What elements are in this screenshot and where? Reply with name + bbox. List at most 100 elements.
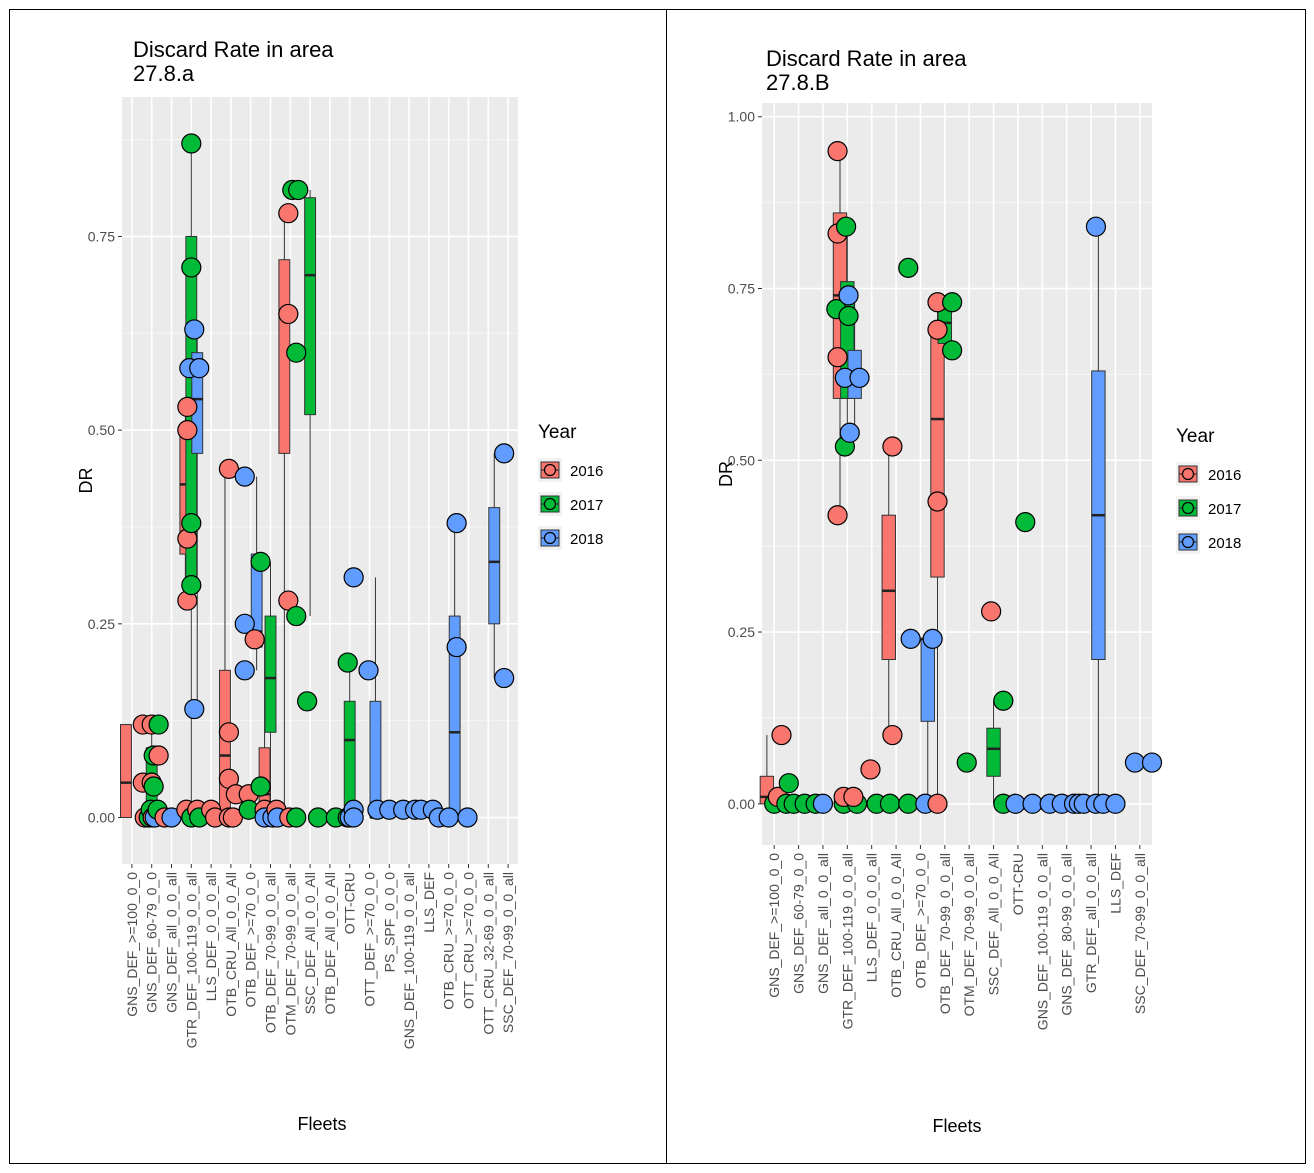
panel-1-xtick-label: OTM_DEF_70-99_0_0_all [282, 872, 298, 1035]
panel-1-data-point [343, 567, 364, 588]
panel-2-xtick-label: GNS_DEF_>=100_0_0 [766, 853, 782, 998]
panel-1-data-point [250, 551, 271, 572]
panel-2-xaxis-label: Fleets [932, 1116, 981, 1136]
panel-1-data-point [181, 513, 202, 534]
panel-1-ytick-label: 0.00 [88, 810, 115, 826]
panel-1-xtick-label: OTB_DEF_All_0_0_All [322, 872, 338, 1014]
panel-1-xtick-label: OTT-CRU [342, 872, 358, 934]
panel-1-xtick-label: OTB_CRU_>=70_0_0 [441, 872, 457, 1010]
panel-1-xtick-label: OTB_DEF_70-99_0_0_all [263, 872, 279, 1033]
panel-2-ytick-label: 0.50 [728, 452, 755, 468]
panel-1-title-line1: Discard Rate in area [133, 37, 334, 62]
panel-2-yaxis-label: DR [716, 461, 736, 487]
panel-2-data-point [860, 759, 881, 780]
panel-1-data-point [494, 443, 515, 464]
panel-1-legend-label: 2017 [570, 497, 603, 514]
panel-2-data-point [838, 285, 859, 306]
panel-1-data-point [343, 807, 364, 828]
panel-2-legend-label: 2017 [1208, 501, 1241, 518]
panel-1-xtick-label: PS_SPF_0_0_0 [381, 872, 397, 973]
panel-2-xtick-label: OTM_DEF_70-99_0_0_all [961, 853, 977, 1016]
panel-1-data-point [148, 745, 169, 766]
panel-1-box [120, 724, 132, 819]
panel-2-data-point [838, 305, 859, 327]
panel-2-data-point [1105, 793, 1126, 814]
panel-2-data-point [922, 628, 943, 649]
panel-2-legend-label: 2016 [1208, 467, 1241, 484]
panel-2-data-point [882, 724, 903, 746]
panel-2-data-point [927, 793, 948, 814]
panel-1-xtick-label: OTT_CRU_32-69_0_0_all [480, 872, 496, 1035]
panel-2-legend-title: Year [1176, 426, 1215, 447]
panel-2-xtick-label: SSC_DEF_All_0_0_All [986, 853, 1002, 995]
panel-2-data-point [1005, 793, 1026, 814]
panel-1-data-point [234, 660, 255, 681]
panel-1-data-point [181, 574, 202, 596]
panel-1-ytick-label: 0.75 [88, 228, 115, 244]
panel-2-title-line1: Discard Rate in area [766, 46, 967, 71]
panel-1-xtick-label: GNS_DEF_>=100_0_0 [124, 872, 140, 1017]
panel-1-data-point [438, 807, 459, 828]
panel-2-xtick-label: GNS_DEF_80-99_0_0_all [1059, 853, 1075, 1016]
panel-2-data-point [942, 292, 963, 313]
panel-1-xtick-label: LLS_DEF_0_0_0_all [203, 872, 219, 1001]
panel-2-data-point [879, 793, 901, 814]
panel-2-xtick-label: LLS_DEF_0_0_0_all [864, 853, 880, 982]
panel-1-data-point [181, 133, 202, 154]
panel-1-data-point [278, 303, 299, 325]
panel-2-data-point [1141, 752, 1163, 773]
panel-2-data-point [778, 773, 799, 794]
panel-1-data-point [307, 807, 329, 828]
panel-2-xtick-label: GNS_DEF_all_0_0_all [815, 853, 831, 994]
panel-2-title-line2: 27.8.B [766, 70, 830, 95]
panel-2-data-point [898, 257, 919, 278]
panel-1-data-point [358, 660, 379, 681]
panel-1-data-point [181, 257, 202, 278]
panel-1-data-point [286, 342, 307, 363]
panel-2-data-point [771, 724, 792, 746]
panel-1-legend-point [543, 497, 557, 511]
panel-2-xtick-label: GTR_DEF_all_0_0_all [1083, 853, 1099, 993]
panel-1-xtick-label: GTR_DEF_100-119_0_0_all [183, 872, 199, 1048]
panel-2-data-point [827, 347, 848, 368]
panel-2-data-point [882, 436, 903, 457]
panel-1-data-point [184, 319, 205, 340]
panel-1-data-point [189, 358, 210, 379]
panel-1-xtick-label: GNS_DEF_100-119_0_0_all [401, 872, 417, 1049]
panel-1-xtick-label: SSC_DEF_70-99_0_0_all [500, 872, 516, 1033]
panel-1-title-line2: 27.8.a [133, 61, 195, 86]
panel-1-box [488, 507, 501, 625]
panel-1-data-point [446, 513, 467, 534]
panel-2-xtick-label: GNS_DEF_60-79_0_0 [791, 853, 807, 994]
panel-2-ytick-label: 1.00 [728, 109, 755, 125]
panel-2-legend-label: 2018 [1208, 535, 1241, 552]
panel-1-xtick-label: OTT_CRU_>=70_0_0 [461, 872, 477, 1009]
panel-1-data-point [286, 807, 307, 828]
panel-2-legend-point [1181, 467, 1195, 481]
panel-2-data-point [927, 319, 948, 340]
panel-1-legend-point [543, 463, 557, 477]
panel-2-data-point [981, 601, 1002, 622]
panel-2-data-point [827, 505, 848, 526]
panel-2-box [930, 329, 945, 578]
panel-2-ytick-label: 0.25 [728, 624, 755, 640]
panel-2-data-point [898, 793, 919, 814]
panel-2-data-point [827, 140, 848, 162]
panel-1-box [264, 615, 277, 733]
panel-1-data-point [250, 776, 271, 797]
panel-2-legend-point [1181, 501, 1195, 515]
panel-1-yaxis-label: DR [76, 468, 96, 494]
panel-1-xtick-label: GNS_DEF_60-79_0_0 [144, 872, 160, 1013]
panel-1-data-point [143, 776, 164, 797]
panel-2-ytick-label: 0.75 [728, 281, 755, 297]
panel-1-data-point [288, 179, 309, 201]
panel-2-data-point [956, 752, 977, 773]
panel-1-data-point [184, 698, 205, 720]
panel-1-data-point [446, 636, 467, 658]
panel-1-xtick-label: LLS_DEF [421, 872, 437, 933]
panel-1-xtick-label: OTB_DEF_>=70_0_0 [243, 872, 259, 1008]
panel-2-legend-point [1181, 535, 1195, 549]
panel-1-data-point [244, 629, 265, 650]
panel-2-data-point [993, 690, 1014, 711]
